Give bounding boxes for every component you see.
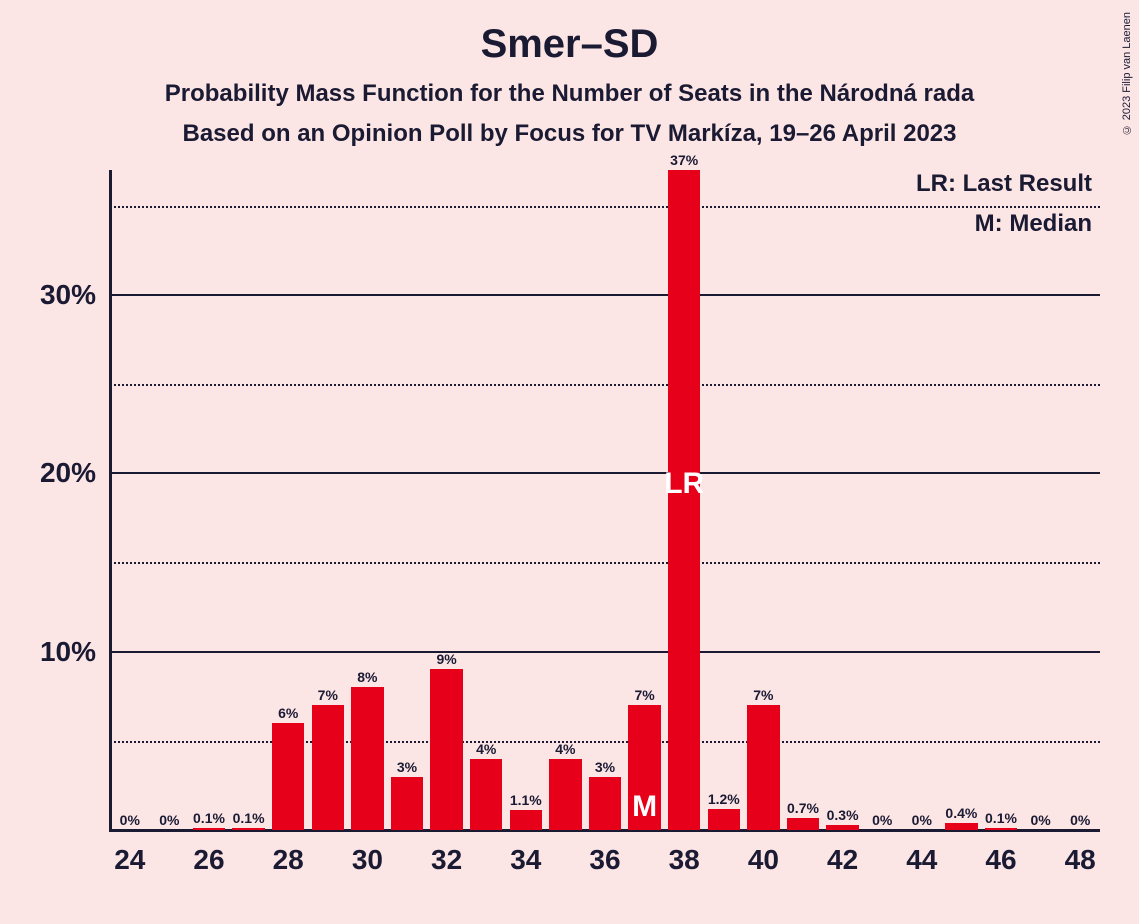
x-tick-label: 30 bbox=[352, 844, 383, 876]
chart-copyright: © 2023 Filip van Laenen bbox=[1121, 12, 1133, 135]
y-axis-line bbox=[109, 170, 112, 832]
bar: 0.3% bbox=[826, 825, 858, 830]
legend-item: M: Median bbox=[975, 210, 1092, 238]
bar-value-label: 4% bbox=[555, 741, 575, 759]
bar-value-label: 0% bbox=[1030, 812, 1050, 830]
bar-value-label: 8% bbox=[357, 669, 377, 687]
gridline-minor bbox=[110, 741, 1100, 743]
bar: 3% bbox=[391, 777, 423, 831]
y-tick-label: 10% bbox=[40, 636, 96, 668]
bar: 0.1% bbox=[232, 828, 264, 830]
bar-value-label: 4% bbox=[476, 741, 496, 759]
bar-value-label: 1.2% bbox=[708, 791, 740, 809]
bar: 7% bbox=[312, 705, 344, 830]
bar-value-label: 37% bbox=[670, 152, 698, 170]
chart-subtitle-1: Probability Mass Function for the Number… bbox=[0, 80, 1139, 108]
bar-value-label: 7% bbox=[318, 687, 338, 705]
bar-value-label: 0% bbox=[872, 812, 892, 830]
bar: 0.4% bbox=[945, 823, 977, 830]
bar-value-label: 0% bbox=[912, 812, 932, 830]
bar: 37%LR bbox=[668, 170, 700, 830]
chart-subtitle-2: Based on an Opinion Poll by Focus for TV… bbox=[0, 120, 1139, 148]
gridline-minor bbox=[110, 562, 1100, 564]
bar-value-label: 0% bbox=[120, 812, 140, 830]
bar-value-label: 3% bbox=[595, 759, 615, 777]
plot-area: 10%20%30%0%0%0.1%0.1%6%7%8%3%9%4%1.1%4%3… bbox=[110, 170, 1100, 830]
gridline-minor bbox=[110, 206, 1100, 208]
bar-value-label: 0.1% bbox=[193, 810, 225, 828]
x-tick-label: 42 bbox=[827, 844, 858, 876]
bar-value-label: 0.4% bbox=[945, 805, 977, 823]
chart-title: Smer–SD bbox=[0, 22, 1139, 67]
y-tick-label: 30% bbox=[40, 279, 96, 311]
bar-value-label: 6% bbox=[278, 705, 298, 723]
chart-container: Smer–SD Probability Mass Function for th… bbox=[0, 0, 1139, 924]
legend-item: LR: Last Result bbox=[916, 170, 1092, 198]
bar: 4% bbox=[549, 759, 581, 830]
bar-annotation: LR bbox=[664, 467, 704, 501]
bar: 4% bbox=[470, 759, 502, 830]
bar: 3% bbox=[589, 777, 621, 831]
bar-value-label: 0% bbox=[159, 812, 179, 830]
bar-value-label: 0.1% bbox=[985, 810, 1017, 828]
bar: 7% bbox=[747, 705, 779, 830]
bar-value-label: 9% bbox=[436, 651, 456, 669]
bar-value-label: 7% bbox=[753, 687, 773, 705]
gridline-major bbox=[110, 472, 1100, 474]
gridline-minor bbox=[110, 384, 1100, 386]
x-tick-label: 24 bbox=[114, 844, 145, 876]
x-tick-label: 26 bbox=[193, 844, 224, 876]
bar-value-label: 0.1% bbox=[233, 810, 265, 828]
x-tick-label: 44 bbox=[906, 844, 937, 876]
bar: 9% bbox=[430, 669, 462, 830]
bar: 0.1% bbox=[193, 828, 225, 830]
bar-value-label: 0.7% bbox=[787, 800, 819, 818]
bar-annotation: M bbox=[632, 790, 657, 824]
bar: 0.7% bbox=[787, 818, 819, 830]
y-tick-label: 20% bbox=[40, 457, 96, 489]
bar: 1.2% bbox=[708, 809, 740, 830]
bar-value-label: 1.1% bbox=[510, 792, 542, 810]
gridline-major bbox=[110, 651, 1100, 653]
x-tick-label: 48 bbox=[1065, 844, 1096, 876]
x-tick-label: 40 bbox=[748, 844, 779, 876]
bar-value-label: 0.3% bbox=[827, 807, 859, 825]
bar: 1.1% bbox=[510, 810, 542, 830]
x-tick-label: 32 bbox=[431, 844, 462, 876]
x-tick-label: 36 bbox=[589, 844, 620, 876]
gridline-major bbox=[110, 294, 1100, 296]
bar-value-label: 0% bbox=[1070, 812, 1090, 830]
x-tick-label: 28 bbox=[273, 844, 304, 876]
bar: 6% bbox=[272, 723, 304, 830]
x-tick-label: 46 bbox=[985, 844, 1016, 876]
x-tick-label: 38 bbox=[669, 844, 700, 876]
bar-value-label: 7% bbox=[634, 687, 654, 705]
bar: 0.1% bbox=[985, 828, 1017, 830]
x-tick-label: 34 bbox=[510, 844, 541, 876]
bar: 7%M bbox=[628, 705, 660, 830]
bar: 8% bbox=[351, 687, 383, 830]
bar-value-label: 3% bbox=[397, 759, 417, 777]
